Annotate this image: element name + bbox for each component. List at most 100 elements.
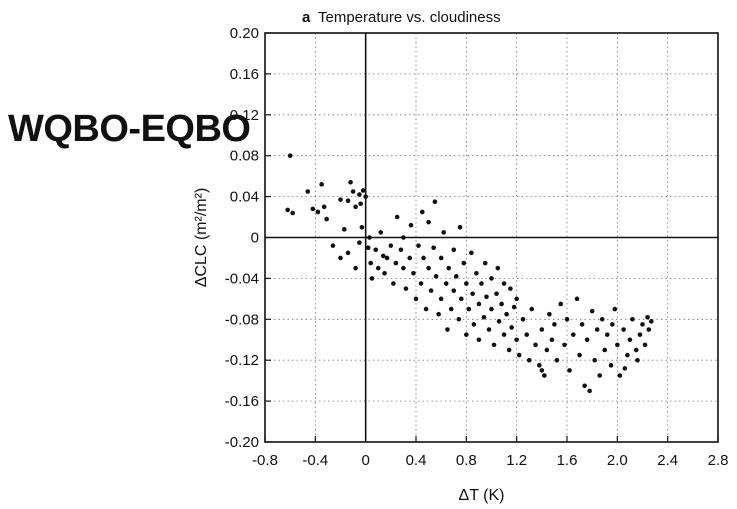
- overlay-label: WQBO-EQBO: [8, 108, 251, 150]
- data-point: [466, 306, 472, 312]
- data-point: [441, 230, 446, 235]
- data-point: [348, 179, 353, 185]
- data-point: [432, 199, 438, 205]
- data-point: [592, 357, 597, 363]
- data-point: [615, 342, 620, 348]
- data-point: [391, 281, 396, 286]
- data-point: [642, 342, 648, 348]
- data-point: [577, 352, 582, 358]
- data-point: [470, 291, 475, 297]
- data-point: [398, 247, 404, 253]
- data-point: [446, 265, 452, 271]
- data-point: [401, 235, 406, 240]
- data-point: [484, 294, 489, 300]
- data-point: [401, 265, 406, 271]
- y-axis-label: ΔCLC (m²/m²): [193, 188, 210, 288]
- data-point: [418, 281, 424, 286]
- data-point: [365, 245, 371, 251]
- data-point: [421, 255, 426, 261]
- y-tick-label: -0.12: [225, 352, 259, 369]
- x-tick-label: 1.2: [506, 452, 527, 469]
- data-point: [459, 296, 464, 302]
- data-point: [419, 209, 425, 215]
- data-point: [433, 274, 439, 279]
- data-point: [506, 347, 512, 353]
- data-point: [589, 308, 595, 314]
- data-point: [627, 337, 633, 343]
- data-point: [637, 332, 643, 337]
- data-point: [537, 363, 542, 368]
- data-point: [423, 306, 429, 312]
- data-point: [403, 286, 409, 291]
- data-point: [481, 314, 487, 320]
- data-point: [633, 347, 639, 353]
- data-point: [570, 332, 576, 337]
- data-point: [526, 357, 532, 363]
- x-tick-label: -0.8: [252, 452, 278, 469]
- data-point: [453, 274, 459, 279]
- data-point: [552, 322, 557, 327]
- data-point: [287, 153, 293, 158]
- data-point: [491, 342, 497, 348]
- data-point: [635, 357, 640, 363]
- data-point: [476, 301, 482, 307]
- data-point: [474, 270, 479, 276]
- data-point: [489, 306, 494, 312]
- data-point: [542, 373, 547, 378]
- data-point: [357, 240, 362, 245]
- data-point: [363, 194, 368, 199]
- data-point: [438, 255, 444, 261]
- panel-letter: a: [302, 9, 311, 26]
- x-tick-label: 2.8: [708, 452, 729, 469]
- data-point: [368, 260, 374, 266]
- data-point: [476, 337, 482, 343]
- data-point: [544, 347, 550, 353]
- data-point: [587, 388, 592, 394]
- data-point: [646, 327, 652, 332]
- data-point: [504, 311, 509, 317]
- data-point: [353, 204, 358, 210]
- data-point: [602, 347, 608, 353]
- data-point: [413, 296, 419, 302]
- x-axis-label: ΔT (K): [459, 487, 505, 504]
- data-point: [608, 363, 614, 368]
- data-point: [496, 319, 502, 324]
- data-point: [443, 281, 449, 286]
- data-point: [426, 265, 431, 271]
- data-point: [482, 260, 488, 266]
- data-point: [285, 207, 290, 213]
- data-point: [520, 317, 526, 322]
- data-point: [584, 337, 590, 343]
- data-point: [353, 265, 358, 271]
- data-point: [324, 216, 329, 222]
- data-point: [382, 270, 387, 276]
- data-point: [373, 247, 379, 253]
- y-tick-label: -0.16: [225, 393, 259, 410]
- data-point: [451, 288, 457, 293]
- data-point: [436, 311, 441, 317]
- data-point: [625, 352, 630, 358]
- data-point: [375, 265, 381, 271]
- data-point: [574, 296, 580, 302]
- data-point: [464, 332, 469, 337]
- data-points: [285, 153, 654, 394]
- data-point: [649, 319, 654, 324]
- data-point: [533, 342, 538, 348]
- data-point: [358, 201, 363, 207]
- data-point: [547, 311, 552, 317]
- data-point: [357, 192, 362, 197]
- data-point: [486, 327, 492, 332]
- data-point: [579, 322, 585, 327]
- data-point: [554, 357, 560, 363]
- data-point: [610, 322, 615, 327]
- data-point: [369, 276, 375, 281]
- data-point: [360, 188, 366, 193]
- data-point: [514, 337, 519, 343]
- data-point: [529, 306, 535, 312]
- data-point: [562, 342, 567, 348]
- data-point: [489, 276, 494, 281]
- data-point: [388, 243, 394, 248]
- data-point: [549, 337, 555, 343]
- data-point: [621, 327, 626, 332]
